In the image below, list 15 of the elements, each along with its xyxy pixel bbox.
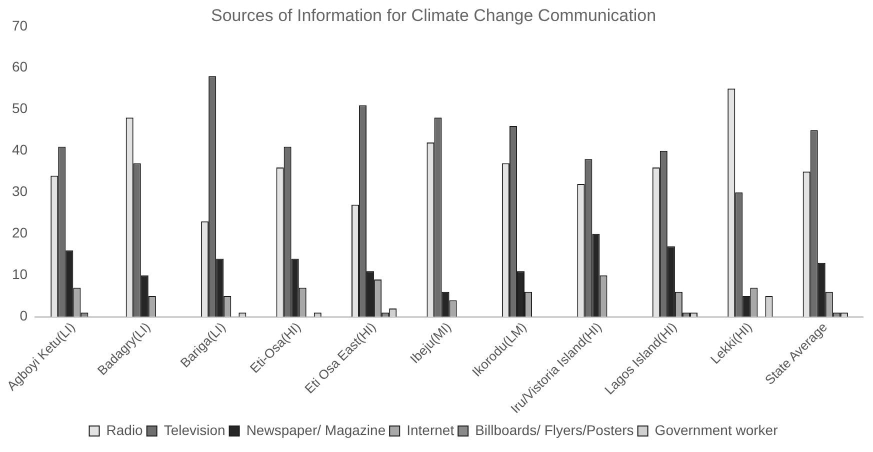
legend-label: Newspaper/ Magazine: [246, 422, 386, 438]
y-tick-label: 10: [12, 266, 28, 282]
y-tick-label: 0: [20, 308, 28, 324]
y-tick-label: 20: [12, 224, 28, 241]
y-tick-label: 40: [12, 142, 28, 158]
legend-label: Billboards/ Flyers/Posters: [475, 422, 634, 438]
legend-label: Television: [164, 422, 226, 438]
legend-label: Internet: [406, 422, 454, 438]
chart-title: Sources of Information for Climate Change Communication: [210, 6, 656, 25]
y-tick-label: 60: [12, 58, 28, 75]
y-tick-label: 50: [12, 100, 28, 116]
y-tick-label: 30: [12, 183, 28, 200]
y-tick-label: 70: [12, 17, 28, 34]
legend-label: Government worker: [654, 422, 778, 438]
legend-label: Radio: [106, 422, 144, 438]
